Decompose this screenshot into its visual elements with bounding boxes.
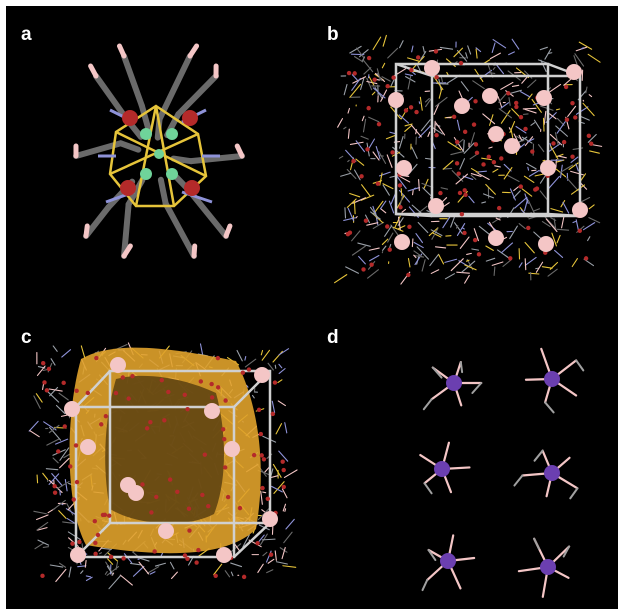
cation-1	[422, 360, 483, 411]
cation-3	[419, 441, 471, 495]
panel-b-unit-cell: b	[312, 6, 615, 304]
panel-a-cluster: a	[6, 6, 309, 304]
cation-2	[524, 347, 585, 414]
cation-6	[517, 537, 571, 598]
void-surface-icon	[28, 342, 298, 590]
counter-cation-icon	[419, 347, 585, 598]
panel-label-a: a	[21, 24, 32, 45]
panel-d-cations: d	[312, 309, 615, 607]
cation-4	[513, 449, 579, 500]
panel-label-c: c	[21, 327, 32, 348]
panel-label-d: d	[327, 327, 339, 348]
panel-c-void-surface: c	[6, 309, 309, 607]
unit-cell-box-icon	[334, 34, 603, 285]
molecular-cluster-icon	[73, 43, 245, 259]
panel-label-b: b	[327, 24, 339, 45]
cation-5	[421, 534, 476, 592]
figure: a b	[6, 6, 618, 609]
